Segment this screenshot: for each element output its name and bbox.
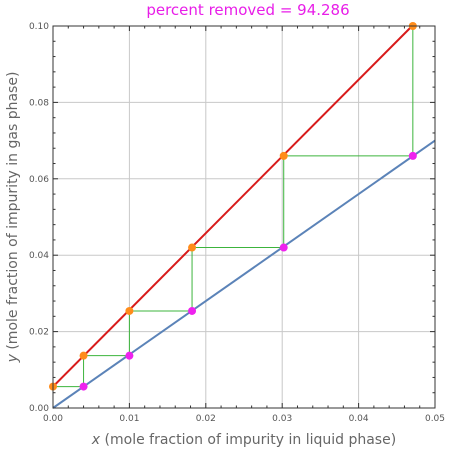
y-tick-label: 0.06 — [29, 175, 49, 185]
y-tick-label: 0.04 — [29, 251, 49, 261]
x-axis-label-var: x — [91, 432, 101, 448]
equilibrium-point — [188, 243, 197, 252]
chart-title: percent removed = 94.286 — [146, 1, 349, 19]
operating-point — [188, 306, 197, 315]
equilibrium-point — [79, 351, 88, 360]
y-axis-label-var: y — [5, 353, 21, 363]
x-tick-label: 0.02 — [196, 414, 216, 424]
y-tick-label: 0.02 — [29, 328, 49, 338]
equilibrium-point — [279, 151, 288, 160]
operating-point — [408, 151, 417, 160]
x-tick-label: 0.00 — [43, 414, 63, 424]
x-tick-label: 0.04 — [349, 414, 369, 424]
ticks: 0.00 0.01 0.02 0.03 0.04 0.05 0.00 0.02 0.04 0.06… — [29, 22, 445, 424]
y-tick-label: 0.00 — [29, 404, 49, 414]
points — [49, 22, 417, 391]
x-tick-label: 0.05 — [425, 414, 445, 424]
x-axis-label-text: (mole fraction of impurity in liquid pha… — [100, 432, 396, 448]
operating-point — [279, 243, 288, 252]
y-tick-label: 0.10 — [29, 22, 49, 32]
grid — [53, 26, 435, 408]
plot-frame — [52, 25, 436, 409]
y-axis-label: y (mole fraction of impurity in gas phas… — [5, 72, 21, 364]
operating-point — [79, 382, 88, 391]
equilibrium-line — [52, 25, 413, 388]
x-tick-label: 0.03 — [272, 414, 292, 424]
lines — [52, 25, 436, 409]
operating-point — [125, 351, 134, 360]
y-axis-label-text: (mole fraction of impurity in gas phase) — [5, 72, 21, 355]
equilibrium-point — [125, 306, 134, 315]
stage-steps — [53, 26, 414, 388]
x-tick-label: 0.01 — [119, 414, 139, 424]
y-tick-label: 0.08 — [29, 98, 49, 108]
x-axis-label: x (mole fraction of impurity in liquid p… — [91, 432, 396, 448]
operating-line — [52, 139, 436, 409]
